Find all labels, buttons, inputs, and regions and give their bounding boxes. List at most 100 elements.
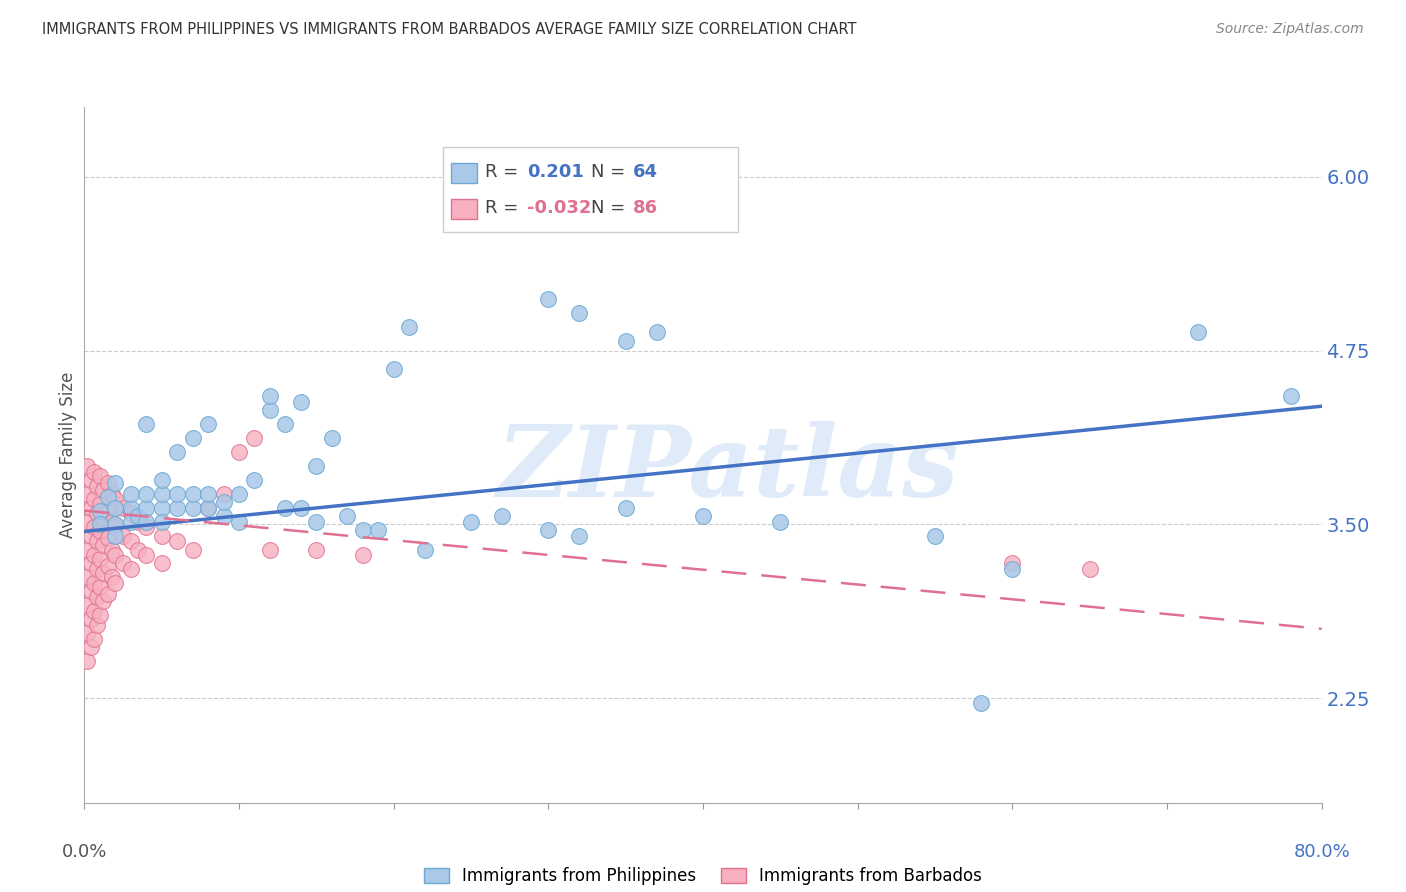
Point [243, 431, 266, 445]
Point [212, 509, 235, 524]
Point [112, 557, 135, 571]
Point [97, 532, 120, 546]
Point [568, 306, 591, 320]
Point [97, 475, 120, 490]
Point [83, 632, 105, 646]
Point [79, 612, 101, 626]
Point [1001, 557, 1024, 571]
Point [336, 509, 359, 524]
Point [76, 515, 98, 529]
Point [91, 566, 114, 581]
Point [614, 500, 637, 515]
Point [150, 515, 173, 529]
Point [76, 542, 98, 557]
Point [197, 500, 219, 515]
Point [259, 389, 281, 403]
Point [614, 334, 637, 348]
Point [104, 548, 127, 562]
Text: ZIPatlas: ZIPatlas [496, 421, 959, 517]
Point [86, 590, 108, 604]
Point [150, 500, 173, 515]
Point [135, 500, 157, 515]
Point [413, 542, 436, 557]
Point [769, 515, 792, 529]
Point [89, 607, 111, 622]
Point [290, 395, 312, 409]
Point [645, 326, 668, 340]
Point [1279, 389, 1302, 403]
Point [97, 587, 120, 601]
Y-axis label: Average Family Size: Average Family Size [59, 372, 77, 538]
Point [79, 528, 101, 542]
Point [79, 584, 101, 599]
Point [537, 292, 560, 306]
Point [101, 487, 124, 501]
Point [76, 626, 98, 640]
Point [150, 487, 173, 501]
Point [79, 557, 101, 571]
Point [212, 487, 235, 501]
Point [120, 487, 142, 501]
Point [89, 552, 111, 566]
Point [290, 500, 312, 515]
Point [352, 523, 374, 537]
Point [97, 503, 120, 517]
Point [259, 403, 281, 417]
Point [274, 500, 297, 515]
Text: R =: R = [485, 163, 524, 181]
Point [460, 515, 482, 529]
Point [398, 319, 420, 334]
Point [692, 509, 714, 524]
Point [197, 487, 219, 501]
Point [104, 520, 127, 534]
Point [243, 473, 266, 487]
Point [86, 478, 108, 492]
Point [112, 528, 135, 542]
Point [86, 562, 108, 576]
Point [150, 473, 173, 487]
Point [120, 562, 142, 576]
Point [568, 528, 591, 542]
Point [104, 492, 127, 507]
Point [83, 492, 105, 507]
Point [197, 500, 219, 515]
Text: 80.0%: 80.0% [1294, 843, 1350, 861]
Point [135, 520, 157, 534]
Legend: Immigrants from Philippines, Immigrants from Barbados: Immigrants from Philippines, Immigrants … [423, 867, 983, 885]
Point [491, 509, 513, 524]
Point [135, 417, 157, 432]
Point [166, 487, 188, 501]
Point [128, 542, 150, 557]
Point [112, 500, 135, 515]
Point [259, 542, 281, 557]
Text: N =: N = [591, 163, 630, 181]
Point [83, 465, 105, 479]
Text: N =: N = [591, 199, 630, 217]
Point [228, 515, 250, 529]
Point [228, 445, 250, 459]
Point [228, 487, 250, 501]
Point [91, 483, 114, 497]
Point [89, 497, 111, 511]
Point [352, 548, 374, 562]
Point [101, 515, 124, 529]
Text: R =: R = [485, 199, 524, 217]
Point [274, 417, 297, 432]
Text: 64: 64 [633, 163, 658, 181]
Point [83, 520, 105, 534]
Point [89, 580, 111, 594]
Point [120, 515, 142, 529]
Point [76, 487, 98, 501]
Point [104, 500, 127, 515]
Text: 86: 86 [633, 199, 658, 217]
Point [76, 570, 98, 584]
Point [1078, 562, 1101, 576]
Point [91, 538, 114, 552]
Text: IMMIGRANTS FROM PHILIPPINES VS IMMIGRANTS FROM BARBADOS AVERAGE FAMILY SIZE CORR: IMMIGRANTS FROM PHILIPPINES VS IMMIGRANT… [42, 22, 856, 37]
Point [104, 517, 127, 532]
Point [305, 515, 328, 529]
Point [79, 500, 101, 515]
Text: Source: ZipAtlas.com: Source: ZipAtlas.com [1216, 22, 1364, 37]
Point [212, 495, 235, 509]
Point [89, 503, 111, 517]
